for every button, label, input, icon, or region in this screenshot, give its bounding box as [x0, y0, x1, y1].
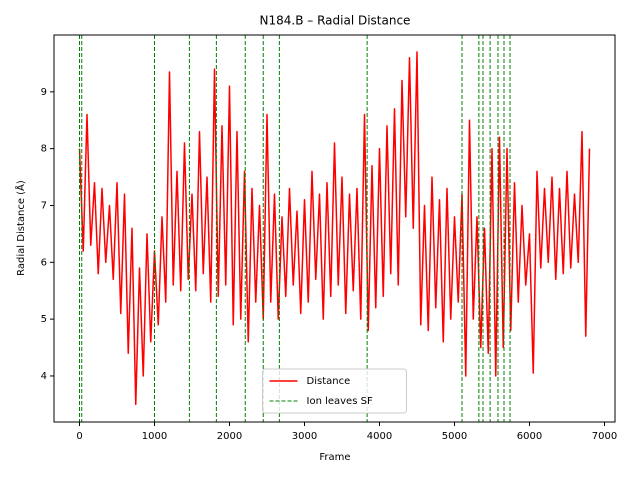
x-tick-label: 5000 [442, 431, 467, 442]
y-tick-label: 6 [41, 257, 47, 268]
x-tick-label: 7000 [592, 431, 617, 442]
x-axis-label: Frame [319, 452, 350, 463]
x-tick-label: 0 [76, 431, 82, 442]
y-tick-label: 4 [41, 371, 47, 382]
plot-frame [53, 34, 616, 423]
x-tick-label: 3000 [292, 431, 317, 442]
y-axis-label: Radial Distance (Å) [14, 180, 27, 276]
legend-label: Distance [307, 376, 351, 387]
x-tick-label: 1000 [142, 431, 167, 442]
y-tick-label: 5 [41, 314, 47, 325]
y-tick-label: 8 [41, 144, 47, 155]
x-tick-label: 2000 [217, 431, 242, 442]
legend-box [262, 368, 407, 414]
y-tick-label: 7 [41, 200, 47, 211]
y-tick-label: 9 [41, 87, 47, 98]
chart-title: N184.B – Radial Distance [260, 14, 411, 28]
legend-label: Ion leaves SF [307, 396, 373, 407]
x-tick-label: 4000 [367, 431, 392, 442]
x-tick-label: 6000 [517, 431, 542, 442]
